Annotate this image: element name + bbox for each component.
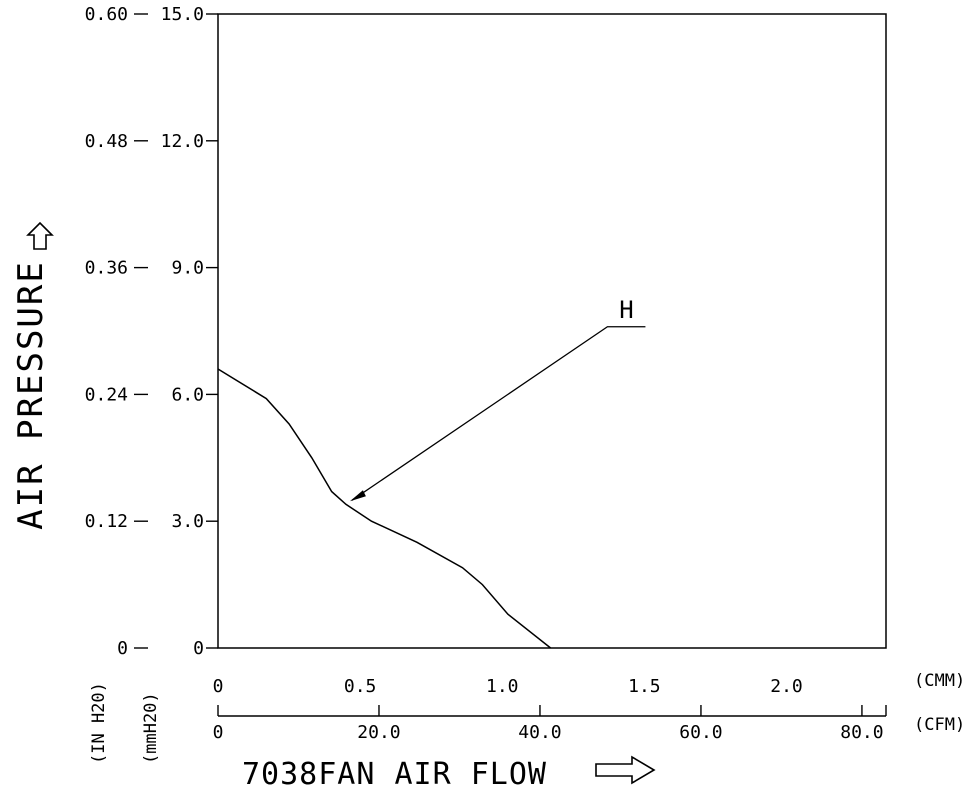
plot-frame — [217, 13, 887, 649]
x-axis-title: 7038FAN AIR FLOW — [242, 757, 547, 790]
series-leader-line — [351, 326, 646, 501]
x-tick-label-cmm: 0.5 — [344, 676, 377, 697]
y-tick-label-mmh2o: 0 — [193, 638, 204, 659]
y-tick-label-mmh2o: 12.0 — [161, 131, 204, 152]
series-line-h — [217, 368, 552, 649]
x-tick-label-cmm: 1.0 — [486, 676, 519, 697]
x-tick-label-cfm: 60.0 — [679, 722, 722, 743]
x-tick-label-cmm: 2.0 — [770, 676, 803, 697]
y-tick-label-inh2o: 0.48 — [85, 131, 128, 152]
y-tick-label-mmh2o: 3.0 — [171, 511, 204, 532]
x-tick-label-cmm: 0 — [213, 676, 224, 697]
x-unit-cmm: (CMM) — [914, 671, 965, 691]
series-group: H — [217, 296, 646, 649]
y-axis: 0 0 0.12 3.0 0.24 6.0 0.36 9.0 0.48 12.0 0.60 15.0 — [85, 4, 218, 659]
y-tick-label-inh2o: 0.60 — [85, 4, 128, 25]
leader-arrowhead — [349, 490, 366, 502]
x-tick-label-cfm: 20.0 — [357, 722, 400, 743]
x-tick-label-cfm: 80.0 — [840, 722, 883, 743]
series-label: H — [619, 296, 633, 324]
x-unit-cfm: (CFM) — [914, 715, 965, 735]
y-axis-title: AIR PRESSURE — [11, 260, 51, 530]
y-tick-label-mmh2o: 6.0 — [171, 384, 204, 405]
y-tick-label-inh2o: 0 — [117, 638, 128, 659]
y-unit-inh2o: (IN H20) — [89, 682, 109, 764]
right-arrow-icon — [595, 755, 656, 785]
y-tick-label-mmh2o: 15.0 — [161, 4, 204, 25]
up-arrow-icon — [26, 221, 54, 250]
y-tick-label-inh2o: 0.36 — [85, 258, 128, 279]
y-unit-mmh2o: (mmH20) — [141, 692, 161, 764]
x-tick-label-cfm: 40.0 — [518, 722, 561, 743]
x-tick-label-cmm: 1.5 — [628, 676, 661, 697]
y-tick-label-inh2o: 0.12 — [85, 511, 128, 532]
x-axis: 0 0.5 1.0 1.5 2.0 0 20.0 40.0 60.0 80.0 — [213, 676, 887, 743]
y-tick-label-inh2o: 0.24 — [85, 384, 128, 405]
y-tick-label-mmh2o: 9.0 — [171, 258, 204, 279]
x-tick-label-cfm: 0 — [213, 722, 224, 743]
